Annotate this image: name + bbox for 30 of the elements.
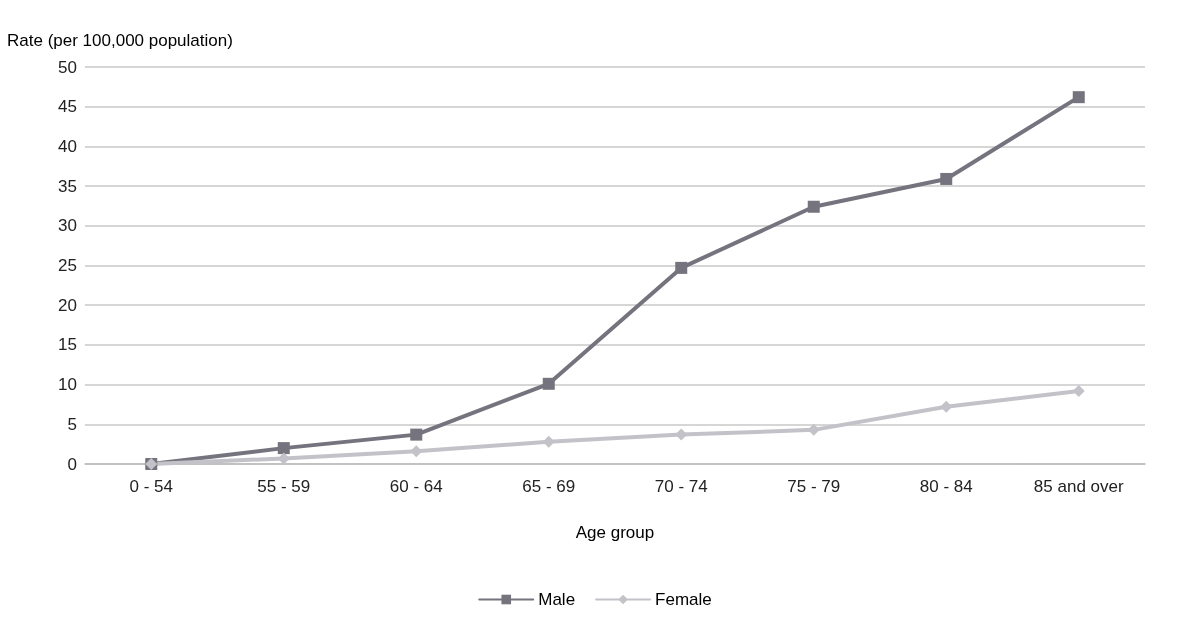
legend-label: Female (655, 590, 712, 609)
y-tick-label: 25 (58, 256, 77, 275)
point (542, 377, 555, 390)
x-tick-label: 85 and over (1033, 477, 1124, 496)
legend-label: Male (538, 590, 576, 609)
x-tick-label: 80 - 84 (919, 477, 973, 496)
y-tick-label: 5 (67, 414, 77, 434)
y-tick-label: 30 (58, 216, 77, 236)
point (1072, 91, 1085, 104)
x-tick-label: 55 - 59 (257, 477, 311, 496)
point (807, 200, 820, 213)
x-tick-label: 60 - 64 (389, 477, 443, 496)
x-tick-label: 65 - 69 (522, 477, 576, 496)
y-tick-label: 0 (67, 454, 77, 474)
point (675, 261, 688, 274)
y-axis-title: Rate (per 100,000 population) (7, 31, 233, 50)
x-axis-title: Age group (575, 523, 655, 542)
y-tick-label: 10 (58, 375, 77, 395)
x-tick-label: 75 - 79 (787, 477, 841, 496)
point (277, 442, 290, 455)
y-tick-label: 15 (58, 335, 77, 355)
y-tick-label: 40 (58, 136, 77, 156)
y-tick-label: 20 (58, 295, 77, 315)
point (940, 172, 953, 185)
y-tick-label: 35 (58, 176, 77, 196)
y-tick-label: 50 (58, 57, 77, 77)
x-tick-label: 70 - 74 (654, 477, 708, 496)
y-tick-label: 45 (58, 97, 77, 117)
point (410, 428, 423, 441)
x-tick-label: 0 - 54 (129, 477, 173, 496)
